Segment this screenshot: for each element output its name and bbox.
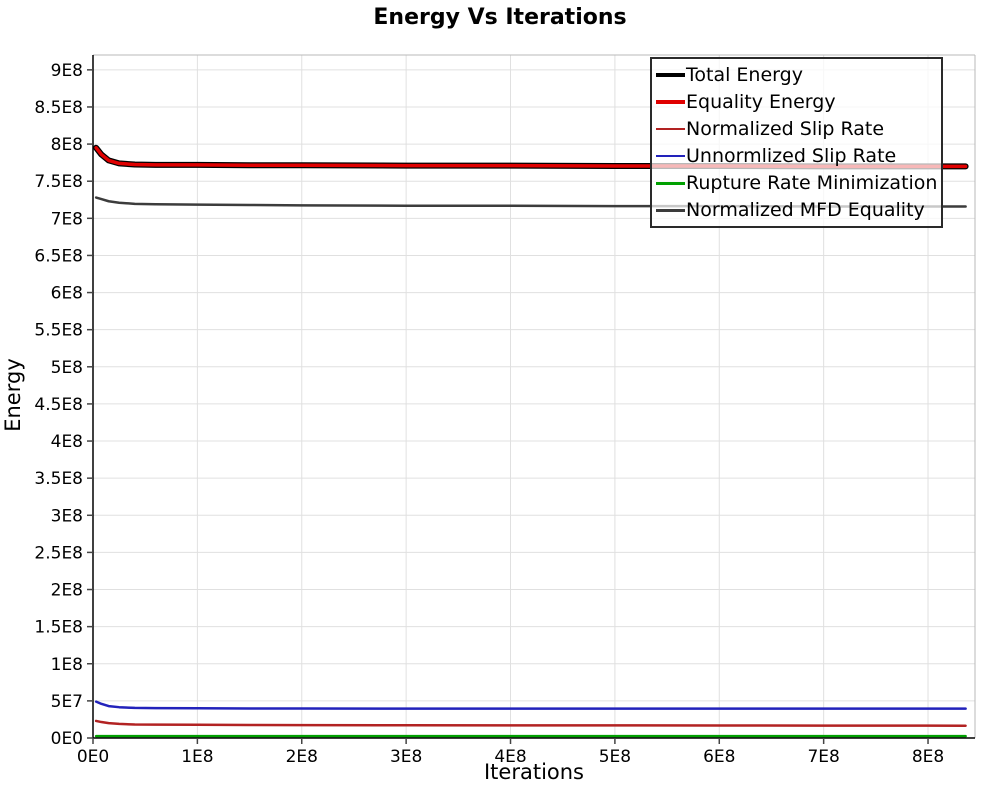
- legend-line-swatch: [656, 182, 685, 185]
- legend-line-swatch: [656, 127, 685, 131]
- chart-title: Energy Vs Iterations: [373, 5, 627, 30]
- y-tick-label: 3.5E8: [34, 469, 83, 489]
- x-tick-label: 3E8: [390, 747, 422, 767]
- y-tick-label: 3E8: [51, 506, 83, 526]
- x-axis-title: Iterations: [483, 760, 585, 784]
- y-tick-label: 8E8: [51, 135, 83, 155]
- legend-label: Normalized MFD Equality: [686, 199, 925, 222]
- legend-item: Unnormlized Slip Rate: [656, 144, 937, 169]
- legend-label: Unnormlized Slip Rate: [686, 145, 897, 168]
- y-tick-label: 6.5E8: [34, 246, 83, 266]
- legend-item: Normalized Slip Rate: [656, 116, 937, 141]
- legend-line-swatch: [656, 72, 685, 77]
- legend-label: Normalized Slip Rate: [686, 117, 885, 140]
- y-tick-label: 7E8: [51, 209, 83, 229]
- legend-item: Normalized MFD Equality: [656, 198, 937, 223]
- y-tick-label: 4.5E8: [34, 395, 83, 415]
- legend-item: Equality Energy: [656, 89, 937, 114]
- y-tick-label: 4E8: [51, 432, 83, 452]
- legend-line-swatch: [656, 99, 685, 104]
- x-tick-label: 7E8: [807, 747, 839, 767]
- legend-item: Rupture Rate Minimization: [656, 171, 937, 196]
- x-tick-label: 5E8: [599, 747, 631, 767]
- y-tick-label: 5.5E8: [34, 321, 83, 341]
- series-line: [94, 700, 967, 710]
- y-tick-label: 9E8: [51, 61, 83, 81]
- legend-item: Total Energy: [656, 62, 937, 87]
- legend-line-swatch: [656, 209, 685, 212]
- legend-label: Total Energy: [686, 63, 803, 86]
- legend-label: Rupture Rate Minimization: [686, 172, 938, 195]
- x-tick-label: 6E8: [703, 747, 735, 767]
- y-tick-label: 1.5E8: [34, 618, 83, 638]
- y-tick-label: 2E8: [51, 581, 83, 601]
- legend-line-swatch: [656, 154, 685, 158]
- y-tick-label: 5E7: [51, 692, 83, 712]
- y-tick-label: 0E0: [51, 729, 83, 749]
- legend-label: Equality Energy: [686, 90, 836, 113]
- x-tick-label: 0E0: [77, 747, 109, 767]
- x-tick-label: 4E8: [494, 747, 526, 767]
- series-line: [94, 719, 967, 728]
- x-tick-label: 2E8: [286, 747, 318, 767]
- y-axis-title: Energy: [1, 358, 25, 432]
- y-tick-label: 7.5E8: [34, 172, 83, 192]
- y-tick-label: 8.5E8: [34, 98, 83, 118]
- y-tick-label: 5E8: [51, 358, 83, 378]
- y-tick-label: 2.5E8: [34, 543, 83, 563]
- legend: Total Energy Equality Energy Normalized Sl…: [650, 57, 943, 228]
- y-tick-label: 1E8: [51, 655, 83, 675]
- y-tick-label: 6E8: [51, 284, 83, 304]
- x-tick-label: 8E8: [912, 747, 944, 767]
- x-tick-label: 1E8: [181, 747, 213, 767]
